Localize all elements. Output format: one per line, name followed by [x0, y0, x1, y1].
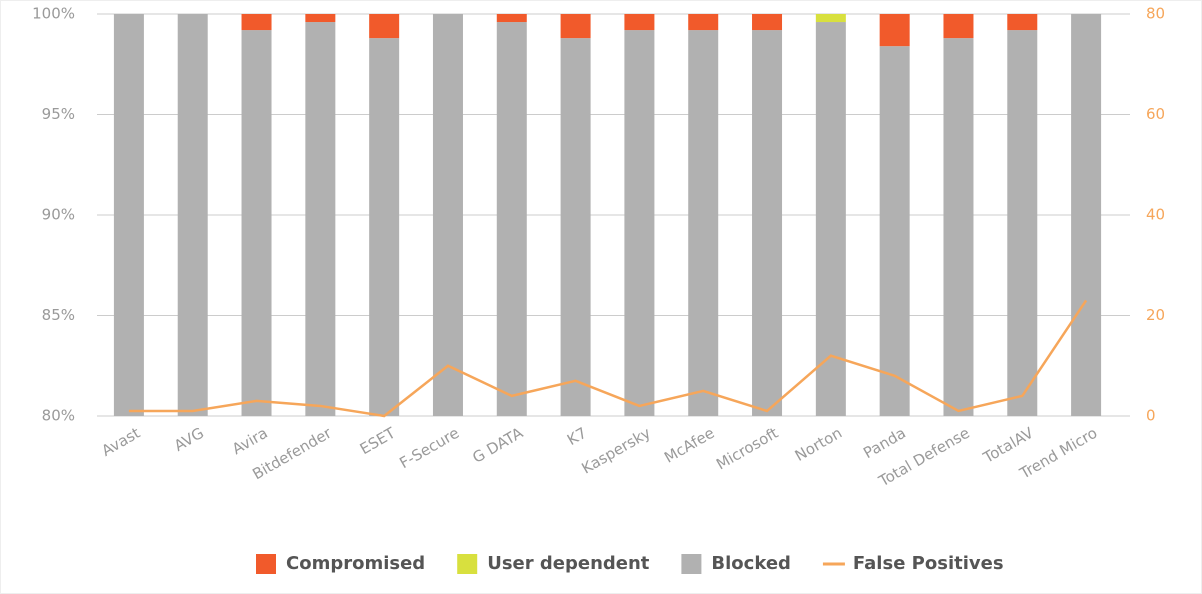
bar-segment	[879, 46, 910, 416]
bar-segment	[943, 14, 974, 39]
bar-segment	[624, 30, 655, 417]
bar-segment	[496, 22, 527, 416]
bar-segment	[1007, 14, 1038, 31]
bar-segment	[560, 38, 591, 417]
legend-swatch	[457, 554, 478, 574]
bar-segment	[752, 14, 783, 31]
x-tick-label: Kaspersky	[579, 424, 654, 478]
bar-segment	[305, 22, 336, 416]
y-tick-label: 90%	[42, 206, 75, 224]
bar-segment	[879, 14, 910, 47]
bar-segment	[560, 14, 591, 39]
bar-segment	[496, 14, 527, 23]
bar-segment	[752, 30, 783, 417]
y2-tick-label: 20	[1146, 306, 1165, 324]
x-tick-label: F-Secure	[396, 424, 462, 472]
y2-tick-label: 40	[1146, 206, 1165, 224]
legend-label: Blocked	[711, 553, 791, 574]
legend-label: False Positives	[853, 553, 1004, 574]
bar-segment	[369, 14, 400, 39]
x-tick-label: Avira	[229, 424, 271, 458]
y2-tick-label: 80	[1146, 5, 1165, 23]
x-tick-label: Norton	[792, 424, 845, 465]
bar-segment	[688, 14, 719, 31]
bar-segment	[624, 14, 655, 31]
bar-segment	[1071, 14, 1102, 416]
bar-segment	[815, 14, 846, 23]
x-tick-label: G DATA	[469, 423, 526, 466]
legend-label: Compromised	[286, 553, 425, 574]
bar-segment	[241, 14, 272, 31]
bar-segment	[432, 14, 463, 416]
bar-segment	[305, 14, 336, 23]
y-tick-label: 85%	[42, 306, 75, 324]
bar-segment	[815, 22, 846, 416]
y2-tick-label: 60	[1146, 105, 1165, 123]
x-tick-label: Microsoft	[713, 424, 781, 474]
x-tick-label: AVG	[171, 424, 207, 455]
legend-label: User dependent	[487, 553, 650, 574]
bar-segment	[113, 14, 144, 416]
x-tick-label: K7	[564, 424, 590, 449]
y-tick-label: 95%	[42, 105, 75, 123]
x-tick-label: Panda	[860, 424, 909, 462]
bar-segment	[177, 14, 208, 416]
legend-swatch	[256, 554, 276, 574]
y-tick-label: 80%	[42, 407, 75, 425]
bar-segment	[1007, 30, 1038, 417]
x-tick-label: McAfee	[661, 424, 717, 467]
bar-segment	[943, 38, 974, 417]
y-tick-label: 100%	[32, 5, 75, 23]
line-series	[128, 299, 1088, 418]
y2-tick-label: 0	[1146, 407, 1156, 425]
bar-segment	[369, 38, 400, 417]
legend-swatch	[681, 554, 702, 574]
bar-segment	[241, 30, 272, 417]
x-tick-label: ESET	[357, 423, 399, 458]
x-tick-label: Avast	[99, 424, 144, 460]
bar-segment	[688, 30, 719, 417]
